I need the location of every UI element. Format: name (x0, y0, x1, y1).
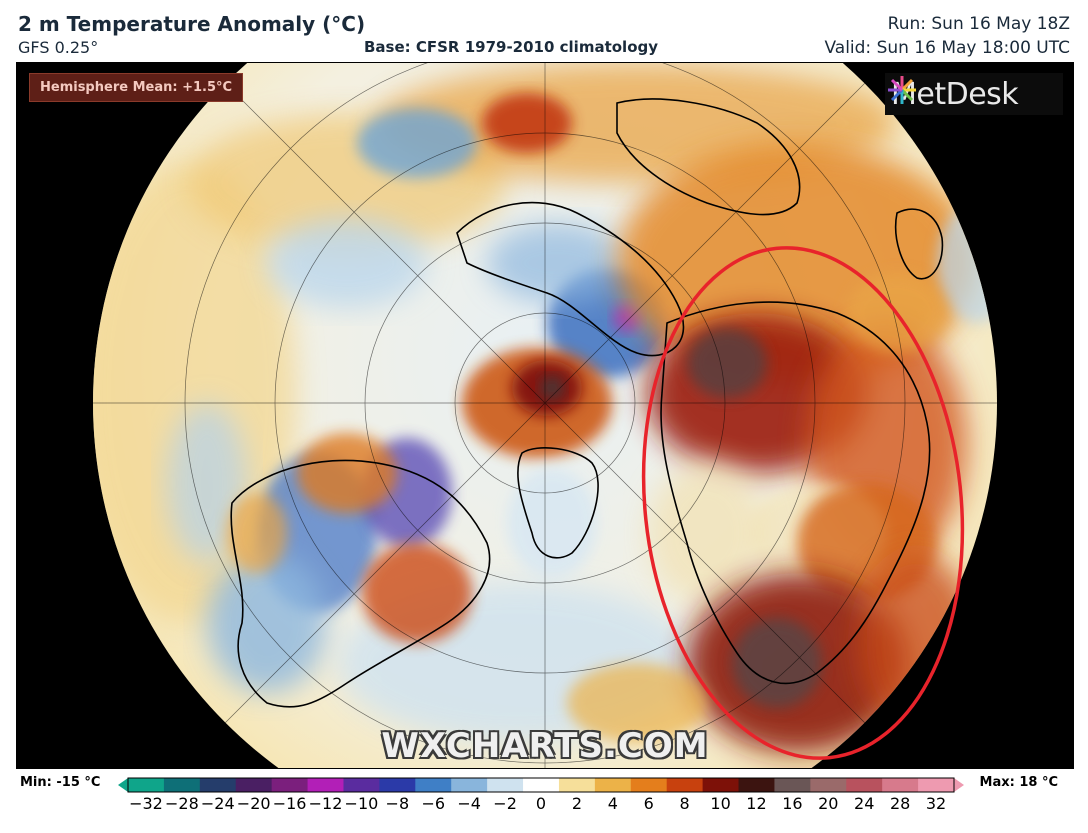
highlight-ellipse (641, 246, 965, 760)
colorbar-tick-label: 2 (571, 794, 582, 813)
colorbar-segment (630, 778, 668, 792)
colorbar-tick-label: 10 (710, 794, 731, 813)
polar-map (93, 63, 997, 768)
colorbar-tick-label: 32 (925, 794, 947, 813)
colorbar-tick-label: 6 (643, 794, 654, 813)
colorbar-tick-label: 8 (679, 794, 690, 813)
colorbar-segment (379, 778, 416, 792)
metdesk-logo-icon (888, 76, 916, 104)
colorbar-segment (702, 778, 740, 792)
colorbar-tick-label: −8 (385, 794, 410, 813)
run-time-label: Run: Sun 16 May 18Z (887, 14, 1070, 34)
colorbar-tick-label: −24 (200, 794, 235, 813)
colorbar-segment (523, 778, 560, 792)
colorbar-segment (343, 778, 380, 792)
valid-time-label: Valid: Sun 16 May 18:00 UTC (824, 38, 1070, 58)
wxcharts-watermark: WXCHARTS.COM (381, 726, 709, 766)
coastlines (230, 98, 944, 708)
colorbar-segment (594, 778, 632, 792)
min-value-label: Min: -15 °C (20, 775, 101, 790)
colorbar-tick-label: 0 (535, 794, 547, 813)
graticule (93, 63, 997, 768)
colorbar-segment (774, 778, 811, 792)
color-legend: Min: -15 °C −32 −28 −24 −20 −16 −12 −10 −8 −6 −4−… (0, 768, 1088, 833)
colorbar-segment (846, 778, 883, 792)
colorbar-tick-label: 24 (854, 794, 875, 813)
colorbar-tick-label: −2 (493, 794, 517, 813)
colorbar-segment (487, 778, 524, 792)
colorbar-tick-label: 16 (782, 794, 803, 813)
colorbar-tick-label: −4 (457, 794, 481, 813)
colorbar-min-arrow (118, 778, 128, 792)
map-panel: Hemisphere Mean: +1.5°C MetDesk WXCHARTS… (16, 62, 1074, 769)
colorbar-segment (558, 778, 596, 792)
colorbar-segment (199, 778, 237, 792)
colorbar-tick-label: −16 (272, 794, 307, 813)
colorbar-tick-labels: −32 −28 −24 −20 −16 −12 −10 −8 −6 −4 −2 0 2 4 6 8 10 12 16… (0, 794, 1088, 818)
chart-title: 2 m Temperature Anomaly (°C) (18, 12, 366, 36)
colorbar-segment (415, 778, 452, 792)
colorbar-segment (882, 778, 919, 792)
colorbar-segment (810, 778, 847, 792)
colorbar-max-arrow (954, 778, 964, 792)
metdesk-logo: MetDesk (885, 73, 1063, 115)
colorbar-segment (666, 778, 704, 792)
colorbar-tick-label: 12 (746, 794, 767, 813)
colorbar-tick-label: −20 (236, 794, 271, 813)
max-value-label: Max: 18 °C (979, 775, 1058, 790)
anomaly-field (93, 63, 997, 753)
colorbar-segment (163, 778, 201, 792)
colorbar-segment (271, 778, 309, 792)
climatology-base-label: Base: CFSR 1979-2010 climatology (364, 38, 659, 56)
colorbar-segment (307, 778, 344, 792)
colorbar-tick-label: −12 (308, 794, 343, 813)
colorbar (118, 777, 964, 793)
colorbar-tick-label: 20 (818, 794, 839, 813)
colorbar-segment (918, 778, 955, 792)
colorbar-segment (235, 778, 273, 792)
colorbar-tick-label: −32 (129, 794, 163, 813)
model-label: GFS 0.25° (18, 38, 99, 57)
colorbar-tick-label: −6 (421, 794, 446, 813)
colorbar-segment (128, 778, 165, 792)
colorbar-segment (738, 778, 775, 792)
colorbar-tick-label: −10 (344, 794, 379, 813)
hemisphere-mean-badge: Hemisphere Mean: +1.5°C (29, 73, 244, 102)
metdesk-logo-text: MetDesk (891, 76, 1019, 112)
colorbar-segment (451, 778, 488, 792)
colorbar-tick-label: 28 (889, 794, 911, 813)
colorbar-tick-label: 4 (607, 794, 618, 813)
colorbar-tick-label: −28 (164, 794, 199, 813)
